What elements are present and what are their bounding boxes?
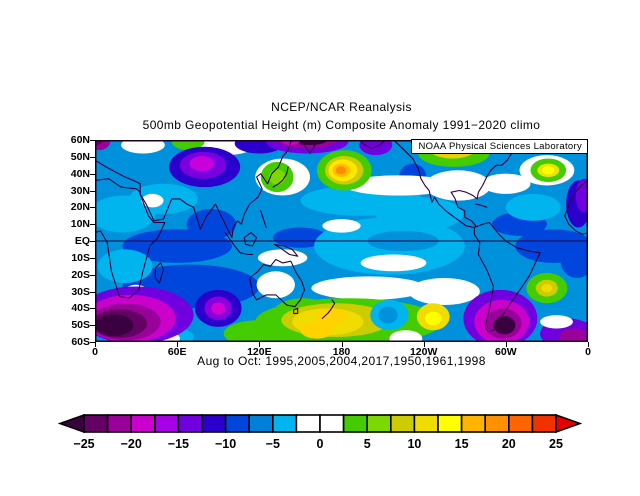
colorbar-tick-label: −10 xyxy=(215,437,236,451)
colorbar-cell xyxy=(224,414,251,433)
lat-tick-label: 40N xyxy=(70,167,90,180)
lon-tick-label: 60E xyxy=(167,346,187,358)
colorbar-tick-label: 5 xyxy=(364,437,371,451)
lat-tick-mark xyxy=(90,224,95,226)
credit-badge: NOAA Physical Sciences Laboratory xyxy=(411,139,588,154)
lat-tick-mark xyxy=(90,291,95,293)
lat-tick-label: 60S xyxy=(71,336,90,348)
lon-tick-mark xyxy=(505,342,507,347)
colorbar-cell xyxy=(130,414,156,433)
colorbar-cell xyxy=(460,414,487,433)
colorbar-tick-label: 15 xyxy=(455,437,469,451)
colorbar-cell xyxy=(106,414,132,433)
colorbar-cell xyxy=(154,414,180,433)
colorbar-cell xyxy=(319,414,345,433)
colorbar-cell xyxy=(437,414,463,433)
lon-tick-label: 60W xyxy=(495,346,517,358)
lat-tick-mark xyxy=(90,342,95,343)
lat-tick-mark xyxy=(90,140,95,141)
anomaly-map: NOAA Physical Sciences Laboratory xyxy=(95,139,588,342)
lat-tick-mark xyxy=(90,308,95,310)
lat-tick-mark xyxy=(90,190,95,192)
plot-subtitle: 500mb Geopotential Height (m) Composite … xyxy=(142,118,541,132)
colorbar-tick-label: −25 xyxy=(73,437,94,451)
plot-title: NCEP/NCAR Reanalysis xyxy=(271,100,412,114)
lon-tick-mark xyxy=(259,342,261,347)
colorbar-cell xyxy=(366,414,392,433)
colorbar-cell xyxy=(272,414,298,433)
lon-tick-label: 0 xyxy=(92,346,98,358)
lat-tick-mark xyxy=(90,156,95,158)
colorbar-right-arrow xyxy=(555,413,583,434)
lon-tick-label: 180 xyxy=(332,346,351,358)
lon-tick-label: 120E xyxy=(247,346,272,358)
map-frame xyxy=(95,140,588,342)
lat-tick-label: 50N xyxy=(70,150,90,163)
lat-tick-mark xyxy=(90,173,95,175)
lat-tick-label: 40S xyxy=(71,302,90,315)
lon-tick-label: 120W xyxy=(409,346,438,358)
lat-tick-mark xyxy=(90,207,95,209)
lat-tick-mark xyxy=(90,325,95,327)
colorbar-tick-label: −20 xyxy=(121,437,142,451)
lat-tick-label: 20S xyxy=(71,268,90,281)
contour-fill-layer xyxy=(95,140,588,342)
colorbar-cell xyxy=(484,414,510,433)
colorbar: −25 −20 −15 −10 −5 0 5 10 15 20 25 xyxy=(57,412,583,457)
colorbar-tick-label: 10 xyxy=(407,437,421,451)
colorbar-cell xyxy=(507,414,534,433)
lat-tick-mark xyxy=(90,274,95,276)
lat-tick-label: 60N xyxy=(70,134,90,146)
lon-tick-mark xyxy=(588,342,589,347)
filled-contour-map xyxy=(95,140,588,342)
lon-tick-mark xyxy=(95,342,96,347)
colorbar-cell xyxy=(83,414,109,433)
colorbar-tick-label: 0 xyxy=(317,437,324,451)
colorbar-tick-label: −15 xyxy=(168,437,189,451)
lon-tick-mark xyxy=(177,342,179,347)
colorbar-cell xyxy=(177,414,203,433)
colorbar-left-arrow xyxy=(57,413,85,434)
lat-tick-mark xyxy=(90,241,95,242)
colorbar-scale: −25 −20 −15 −10 −5 0 5 10 15 20 25 xyxy=(57,413,583,451)
lat-tick-label: 30N xyxy=(70,184,90,197)
colorbar-cell xyxy=(295,414,321,433)
composite-years-caption: Aug to Oct: 1995,2005,2004,2017,1950,196… xyxy=(197,354,486,368)
colorbar-cell xyxy=(413,414,439,433)
lat-tick-label: 10S xyxy=(71,251,90,264)
colorbar-tick-label: −5 xyxy=(266,437,280,451)
lat-tick-label: 20N xyxy=(70,201,90,214)
colorbar-cell xyxy=(389,414,416,433)
lat-tick-label: 30S xyxy=(71,285,90,298)
lat-tick-label: EQ xyxy=(74,235,90,247)
lon-tick-label: 0 xyxy=(585,346,591,358)
colorbar-cell xyxy=(531,414,557,433)
colorbar-tick-label: 25 xyxy=(549,437,563,451)
lon-tick-mark xyxy=(341,342,343,347)
lat-tick-label: 10N xyxy=(70,218,90,231)
colorbar-cell xyxy=(248,414,274,433)
colorbar-cell xyxy=(342,414,369,433)
lon-tick-mark xyxy=(423,342,425,347)
lat-tick-label: 50S xyxy=(71,319,90,332)
lat-tick-mark xyxy=(90,257,95,259)
colorbar-tick-label: 20 xyxy=(502,437,516,451)
colorbar-cell xyxy=(201,414,227,433)
